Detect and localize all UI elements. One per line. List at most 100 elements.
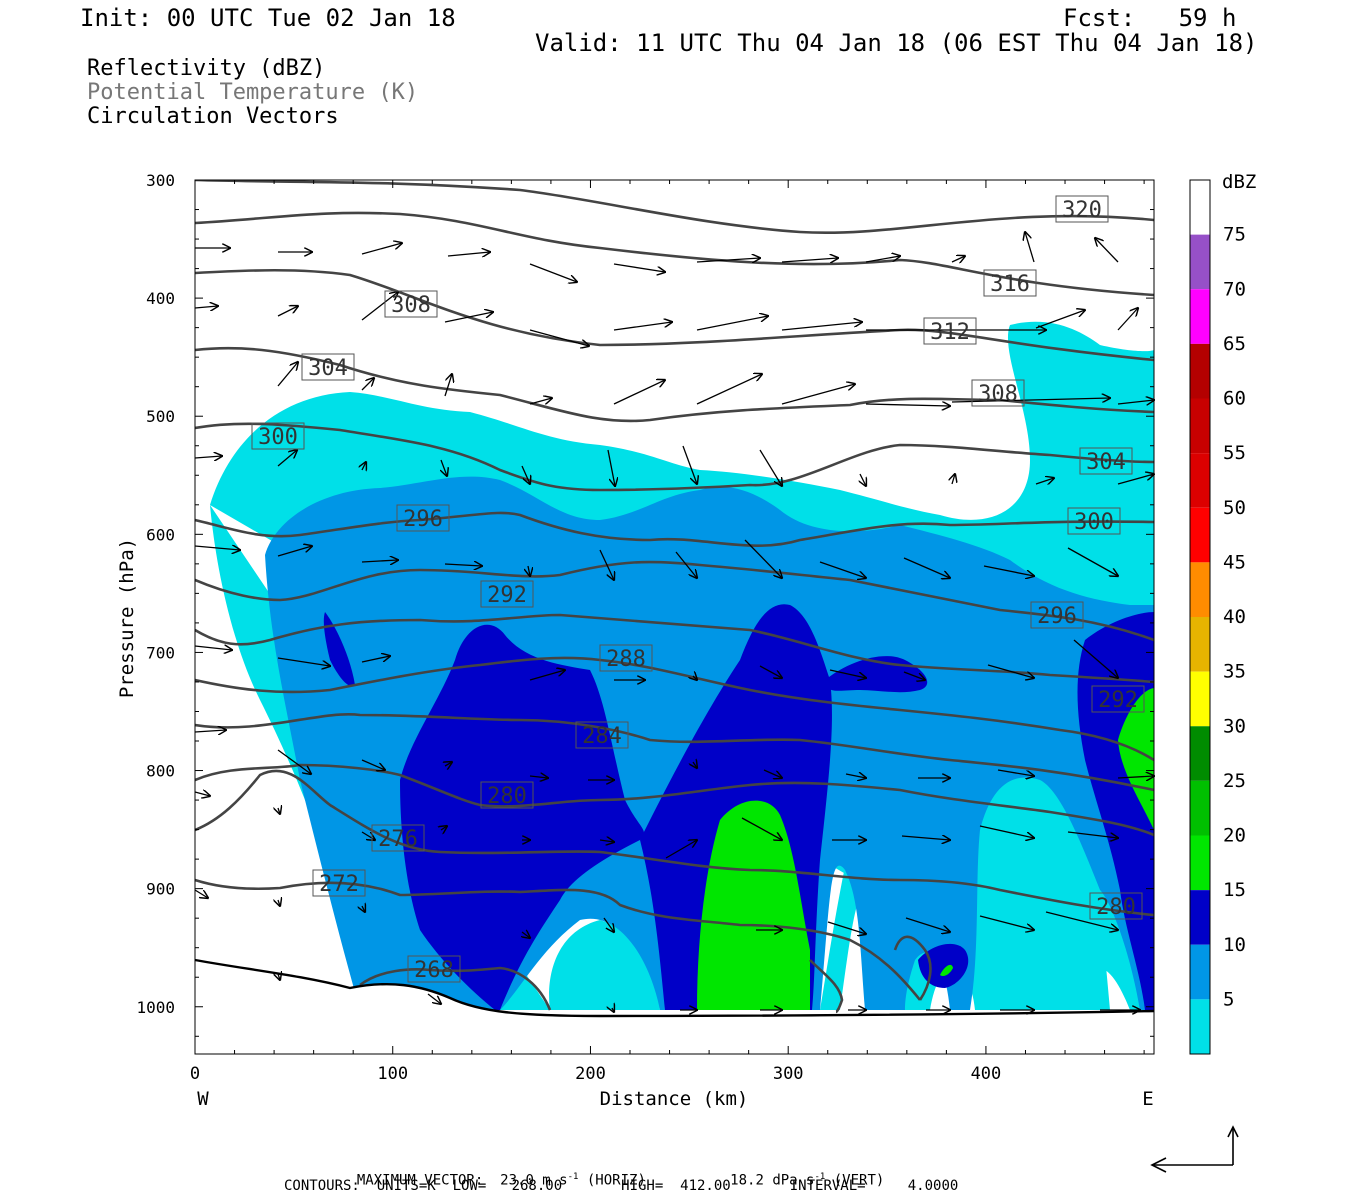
circulation-vector bbox=[612, 1008, 614, 1012]
circulation-vector bbox=[613, 322, 672, 331]
y-tick-label: 700 bbox=[146, 643, 175, 662]
colorbar-label: 70 bbox=[1223, 278, 1246, 300]
circulation-vector bbox=[444, 564, 482, 566]
theta-contour-labels: 320 316 312 308 308 304 304 300 300 296 296 292 292 2… bbox=[251, 195, 1145, 983]
circulation-vector bbox=[979, 915, 1034, 930]
colorbar-title: dBZ bbox=[1222, 171, 1256, 193]
circulation-vector bbox=[444, 312, 493, 323]
circulation-vector bbox=[361, 759, 385, 770]
contour-label: 300 bbox=[1074, 510, 1114, 535]
circulation-vector bbox=[997, 769, 1034, 776]
circulation-vector bbox=[361, 560, 398, 562]
contour-label-box bbox=[1079, 447, 1133, 475]
circulation-vector bbox=[1035, 478, 1054, 484]
colorbar-segment-20 bbox=[1190, 835, 1210, 891]
field-label-vectors: Circulation Vectors bbox=[87, 104, 339, 129]
colorbar-segment-30 bbox=[1190, 726, 1210, 781]
circulation-vector bbox=[696, 316, 768, 331]
colorbar-frame bbox=[1189, 179, 1211, 1055]
circulation-vector bbox=[277, 362, 298, 387]
circulation-vector bbox=[1025, 232, 1035, 263]
theta-contours bbox=[195, 180, 1154, 1014]
vert-exponent: -1 bbox=[814, 1172, 826, 1182]
contour-label: 312 bbox=[930, 320, 970, 345]
circulation-vector bbox=[362, 906, 365, 912]
contour-label: 280 bbox=[487, 784, 527, 809]
circulation-vector bbox=[194, 730, 226, 732]
colorbar-label: 65 bbox=[1223, 333, 1246, 355]
contour-label: 308 bbox=[391, 293, 431, 318]
circulation-vector bbox=[903, 671, 925, 680]
terrain-mask bbox=[195, 960, 1154, 1054]
circulation-vector bbox=[529, 670, 565, 681]
circulation-vector bbox=[277, 657, 330, 666]
circulation-vector bbox=[903, 557, 950, 578]
circulation-vector bbox=[1117, 474, 1154, 485]
x-axis-label: Distance (km) bbox=[600, 1088, 749, 1110]
circulation-vector bbox=[361, 656, 390, 663]
circulation-vector bbox=[781, 384, 855, 405]
circulation-vector bbox=[361, 378, 374, 391]
contour-label-box bbox=[923, 317, 977, 345]
contour-label: 304 bbox=[1086, 450, 1126, 475]
valid-time: Valid: 11 UTC Thu 04 Jan 18 (06 EST Thu … bbox=[535, 29, 1258, 57]
colorbar-label: 20 bbox=[1223, 825, 1246, 847]
circulation-vector bbox=[613, 263, 665, 272]
circulation-vector bbox=[194, 792, 210, 796]
refl-15dbz-cell-small bbox=[323, 612, 355, 687]
contour-label: 280 bbox=[1096, 895, 1136, 920]
theta-line bbox=[195, 656, 1154, 762]
contour-label-box bbox=[1030, 601, 1084, 629]
circulation-vector bbox=[1117, 308, 1138, 331]
colorbar-label: 45 bbox=[1223, 551, 1246, 573]
circulation-vector bbox=[529, 263, 577, 282]
contour-label-box bbox=[384, 290, 438, 318]
colorbar-label: 10 bbox=[1223, 934, 1246, 956]
circulation-vector bbox=[277, 546, 312, 557]
circulation-vector bbox=[905, 917, 950, 932]
contour-label: 284 bbox=[582, 724, 622, 749]
circulation-vector bbox=[759, 665, 782, 678]
circulation-vector bbox=[361, 243, 402, 255]
y-tick-label: 1000 bbox=[136, 998, 175, 1017]
theta-line bbox=[809, 959, 844, 1014]
max-vector-vert: 18.2 dPa s bbox=[730, 1172, 815, 1189]
theta-line bbox=[195, 713, 1154, 792]
circulation-vector bbox=[1045, 911, 1118, 930]
contour-label-box bbox=[983, 269, 1037, 297]
circulation-vector bbox=[865, 404, 950, 406]
circulation-vector bbox=[522, 932, 530, 938]
circulation-vector bbox=[952, 474, 955, 485]
colorbar-segment-10 bbox=[1190, 944, 1210, 1000]
contour-label: 308 bbox=[978, 382, 1018, 407]
contour-label-box bbox=[599, 644, 653, 672]
circulation-vector bbox=[528, 565, 530, 576]
x-tick-label: 300 bbox=[773, 1064, 804, 1084]
colorbar-label: 60 bbox=[1223, 388, 1246, 410]
horiz-exponent: -1 bbox=[567, 1172, 579, 1182]
circulation-vector bbox=[1073, 639, 1118, 678]
circulation-vector bbox=[696, 258, 760, 262]
circulation-vector bbox=[1067, 831, 1118, 838]
theta-line bbox=[195, 763, 1154, 837]
theta-line bbox=[195, 422, 1154, 492]
circulation-vector bbox=[781, 322, 862, 331]
circulation-vector bbox=[901, 836, 950, 840]
circulation-vector bbox=[1117, 776, 1154, 778]
contour-label: 292 bbox=[487, 583, 527, 608]
circulation-vector bbox=[744, 539, 782, 578]
field-label-reflectivity: Reflectivity (dBZ) bbox=[87, 56, 326, 81]
contour-label: 296 bbox=[403, 507, 443, 532]
circulation-vector bbox=[447, 252, 490, 256]
circulation-vector bbox=[693, 762, 697, 768]
colorbar-label: 25 bbox=[1223, 770, 1246, 792]
contour-label-box bbox=[575, 721, 629, 749]
contour-label-box bbox=[480, 781, 534, 809]
horiz-unit: (HORIZ) bbox=[578, 1172, 646, 1189]
contour-label: 296 bbox=[1037, 604, 1077, 629]
field-label-theta: Potential Temperature (K) bbox=[87, 80, 419, 105]
circulation-vector bbox=[829, 669, 866, 678]
circulation-vector bbox=[277, 450, 297, 467]
contour-label-box bbox=[1089, 892, 1143, 920]
max-vector-label: MAXIMUM VECTOR: bbox=[356, 1172, 484, 1189]
